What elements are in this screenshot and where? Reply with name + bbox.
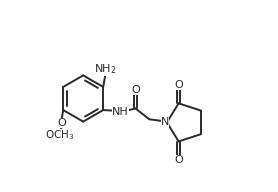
Text: NH: NH	[112, 107, 128, 117]
Text: O: O	[174, 80, 183, 90]
Text: O: O	[131, 85, 140, 95]
Text: NH$_2$: NH$_2$	[94, 62, 117, 76]
Text: O: O	[174, 155, 183, 165]
Text: O: O	[57, 118, 66, 128]
Text: OCH$_3$: OCH$_3$	[45, 129, 75, 142]
Text: N: N	[161, 117, 169, 127]
